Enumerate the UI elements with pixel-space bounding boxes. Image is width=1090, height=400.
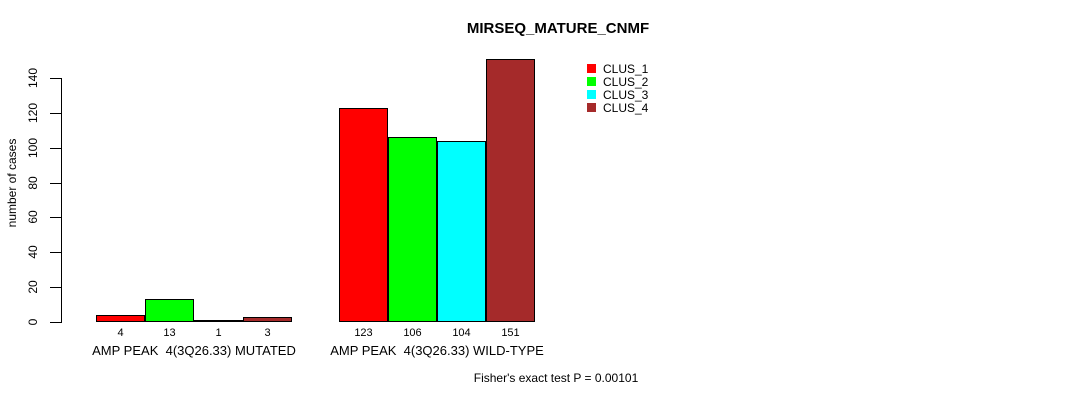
y-tick-label: 80 <box>26 176 40 190</box>
y-tick <box>50 78 61 79</box>
y-axis-line <box>61 78 62 323</box>
legend-item-clus_2: CLUS_2 <box>587 74 649 89</box>
y-tick-label: 40 <box>26 245 40 259</box>
y-tick <box>50 252 61 253</box>
bar-value-label: 104 <box>452 327 471 339</box>
bar-value-label: 106 <box>403 327 422 339</box>
bar-value-label: 4 <box>117 327 124 339</box>
legend-swatch-icon <box>587 77 596 86</box>
y-axis-title: number of cases <box>5 138 19 228</box>
y-tick-label: 100 <box>26 137 40 159</box>
y-tick <box>50 217 61 218</box>
legend-label: CLUS_1 <box>603 61 649 76</box>
bar-value-label: 123 <box>354 327 373 339</box>
legend-label: CLUS_3 <box>603 87 649 102</box>
y-tick-label: 20 <box>26 280 40 294</box>
legend-swatch-icon <box>587 64 596 73</box>
y-tick <box>50 183 61 184</box>
legend-item-clus_3: CLUS_3 <box>587 87 649 102</box>
y-tick-label: 60 <box>26 210 40 224</box>
bar-clus_2-group1 <box>145 299 194 322</box>
chart-title: MIRSEQ_MATURE_CNMF <box>466 20 650 37</box>
legend-label: CLUS_4 <box>603 100 649 115</box>
footnote-fisher-test: Fisher's exact test P = 0.00101 <box>473 371 639 385</box>
y-tick <box>50 148 61 149</box>
bar-value-label: 3 <box>264 327 271 339</box>
group-label: AMP PEAK 4(3Q26.33) WILD-TYPE <box>330 343 544 358</box>
bar-clus_3-group2 <box>437 141 486 322</box>
y-tick-label: 140 <box>26 67 40 89</box>
y-tick <box>50 287 61 288</box>
bar-clus_4-group1 <box>243 317 292 322</box>
y-tick-label: 120 <box>26 102 40 124</box>
bar-value-label: 151 <box>501 327 520 339</box>
bar-clus_2-group2 <box>388 137 437 322</box>
bar-value-label: 13 <box>163 327 176 339</box>
bar-clus_4-group2 <box>486 59 535 322</box>
legend: CLUS_1 CLUS_2 CLUS_3 CLUS_4 <box>587 61 649 115</box>
legend-item-clus_4: CLUS_4 <box>587 100 649 115</box>
legend-label: CLUS_2 <box>603 74 649 89</box>
y-tick-label: 0 <box>26 318 40 326</box>
bar-clus_3-group1 <box>194 320 243 322</box>
legend-swatch-icon <box>587 103 596 112</box>
legend-item-clus_1: CLUS_1 <box>587 61 649 76</box>
group-label: AMP PEAK 4(3Q26.33) MUTATED <box>92 343 296 358</box>
bar-clus_1-group2 <box>339 108 388 322</box>
bar-clus_1-group1 <box>96 315 145 322</box>
legend-swatch-icon <box>587 90 596 99</box>
y-tick <box>50 322 61 323</box>
bar-value-label: 1 <box>215 327 222 339</box>
y-tick <box>50 113 61 114</box>
